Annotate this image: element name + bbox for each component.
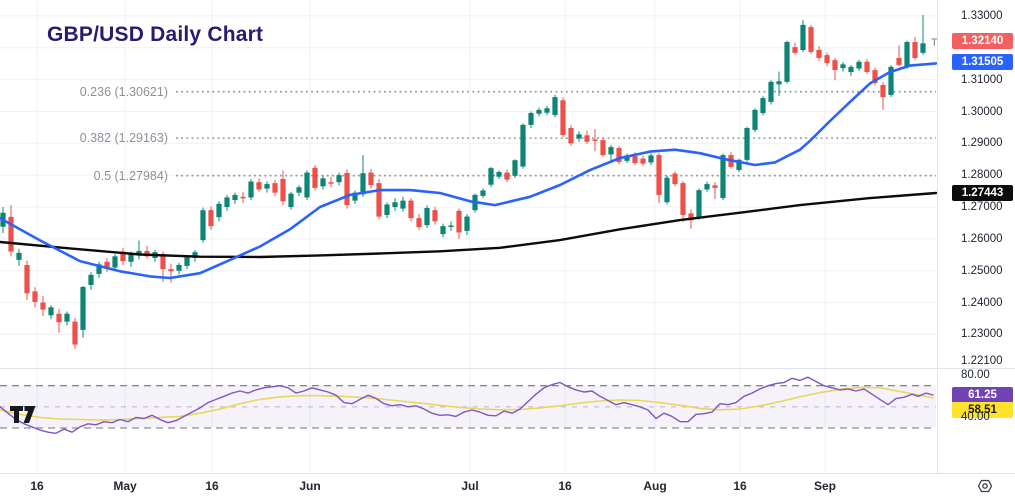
fib-level-label-0382: 0.382 (1.29163) [79, 131, 168, 146]
price-tick-label: 1.33000 [961, 10, 1003, 22]
price-tick-label: 1.30000 [961, 106, 1003, 118]
time-tick-label: Sep [813, 479, 837, 493]
time-tick-label: Jul [461, 479, 479, 493]
time-tick-label: 16 [30, 479, 44, 493]
t-annotation: T [931, 37, 938, 49]
time-tick-label: 16 [205, 479, 219, 493]
price-tick-label: 1.23000 [961, 328, 1003, 340]
price-tick-label: 1.24000 [961, 297, 1003, 309]
price-tick-label: 1.31000 [961, 74, 1003, 86]
price-tick-label: 1.28000 [961, 169, 1003, 181]
rsi-value-badge: 61.25 [952, 387, 1013, 403]
price-tick-label: 1.26000 [961, 233, 1003, 245]
fib-level-label-05: 0.5 (1.27984) [93, 168, 168, 183]
price-tick-label: 40.00 [961, 411, 990, 423]
time-tick-label: Jun [299, 479, 321, 493]
chart-title: GBP/USD Daily Chart [47, 23, 264, 46]
price-tick-label: 1.27000 [961, 201, 1003, 213]
axis-settings-icon[interactable] [976, 477, 994, 495]
time-tick-label: 16 [558, 479, 572, 493]
price-tick-label: 1.22100 [961, 355, 1003, 367]
tradingview-logo[interactable] [10, 406, 37, 424]
blue-ma-price-badge: 1.31505 [952, 54, 1013, 70]
price-tick-label: 1.29000 [961, 137, 1003, 149]
price-tick-label: 1.25000 [961, 265, 1003, 277]
time-tick-label: May [113, 479, 137, 493]
price-tick-label: 80.00 [961, 369, 990, 381]
time-tick-label: 16 [733, 479, 747, 493]
rsi-ma-value-badge: 58.51 [952, 402, 1013, 418]
last-price-badge: 1.32140 [952, 33, 1013, 49]
black-ma-price-badge: 1.27443 [952, 185, 1013, 201]
fib-level-label-0236: 0.236 (1.30621) [79, 84, 168, 99]
time-tick-label: Aug [643, 479, 667, 493]
